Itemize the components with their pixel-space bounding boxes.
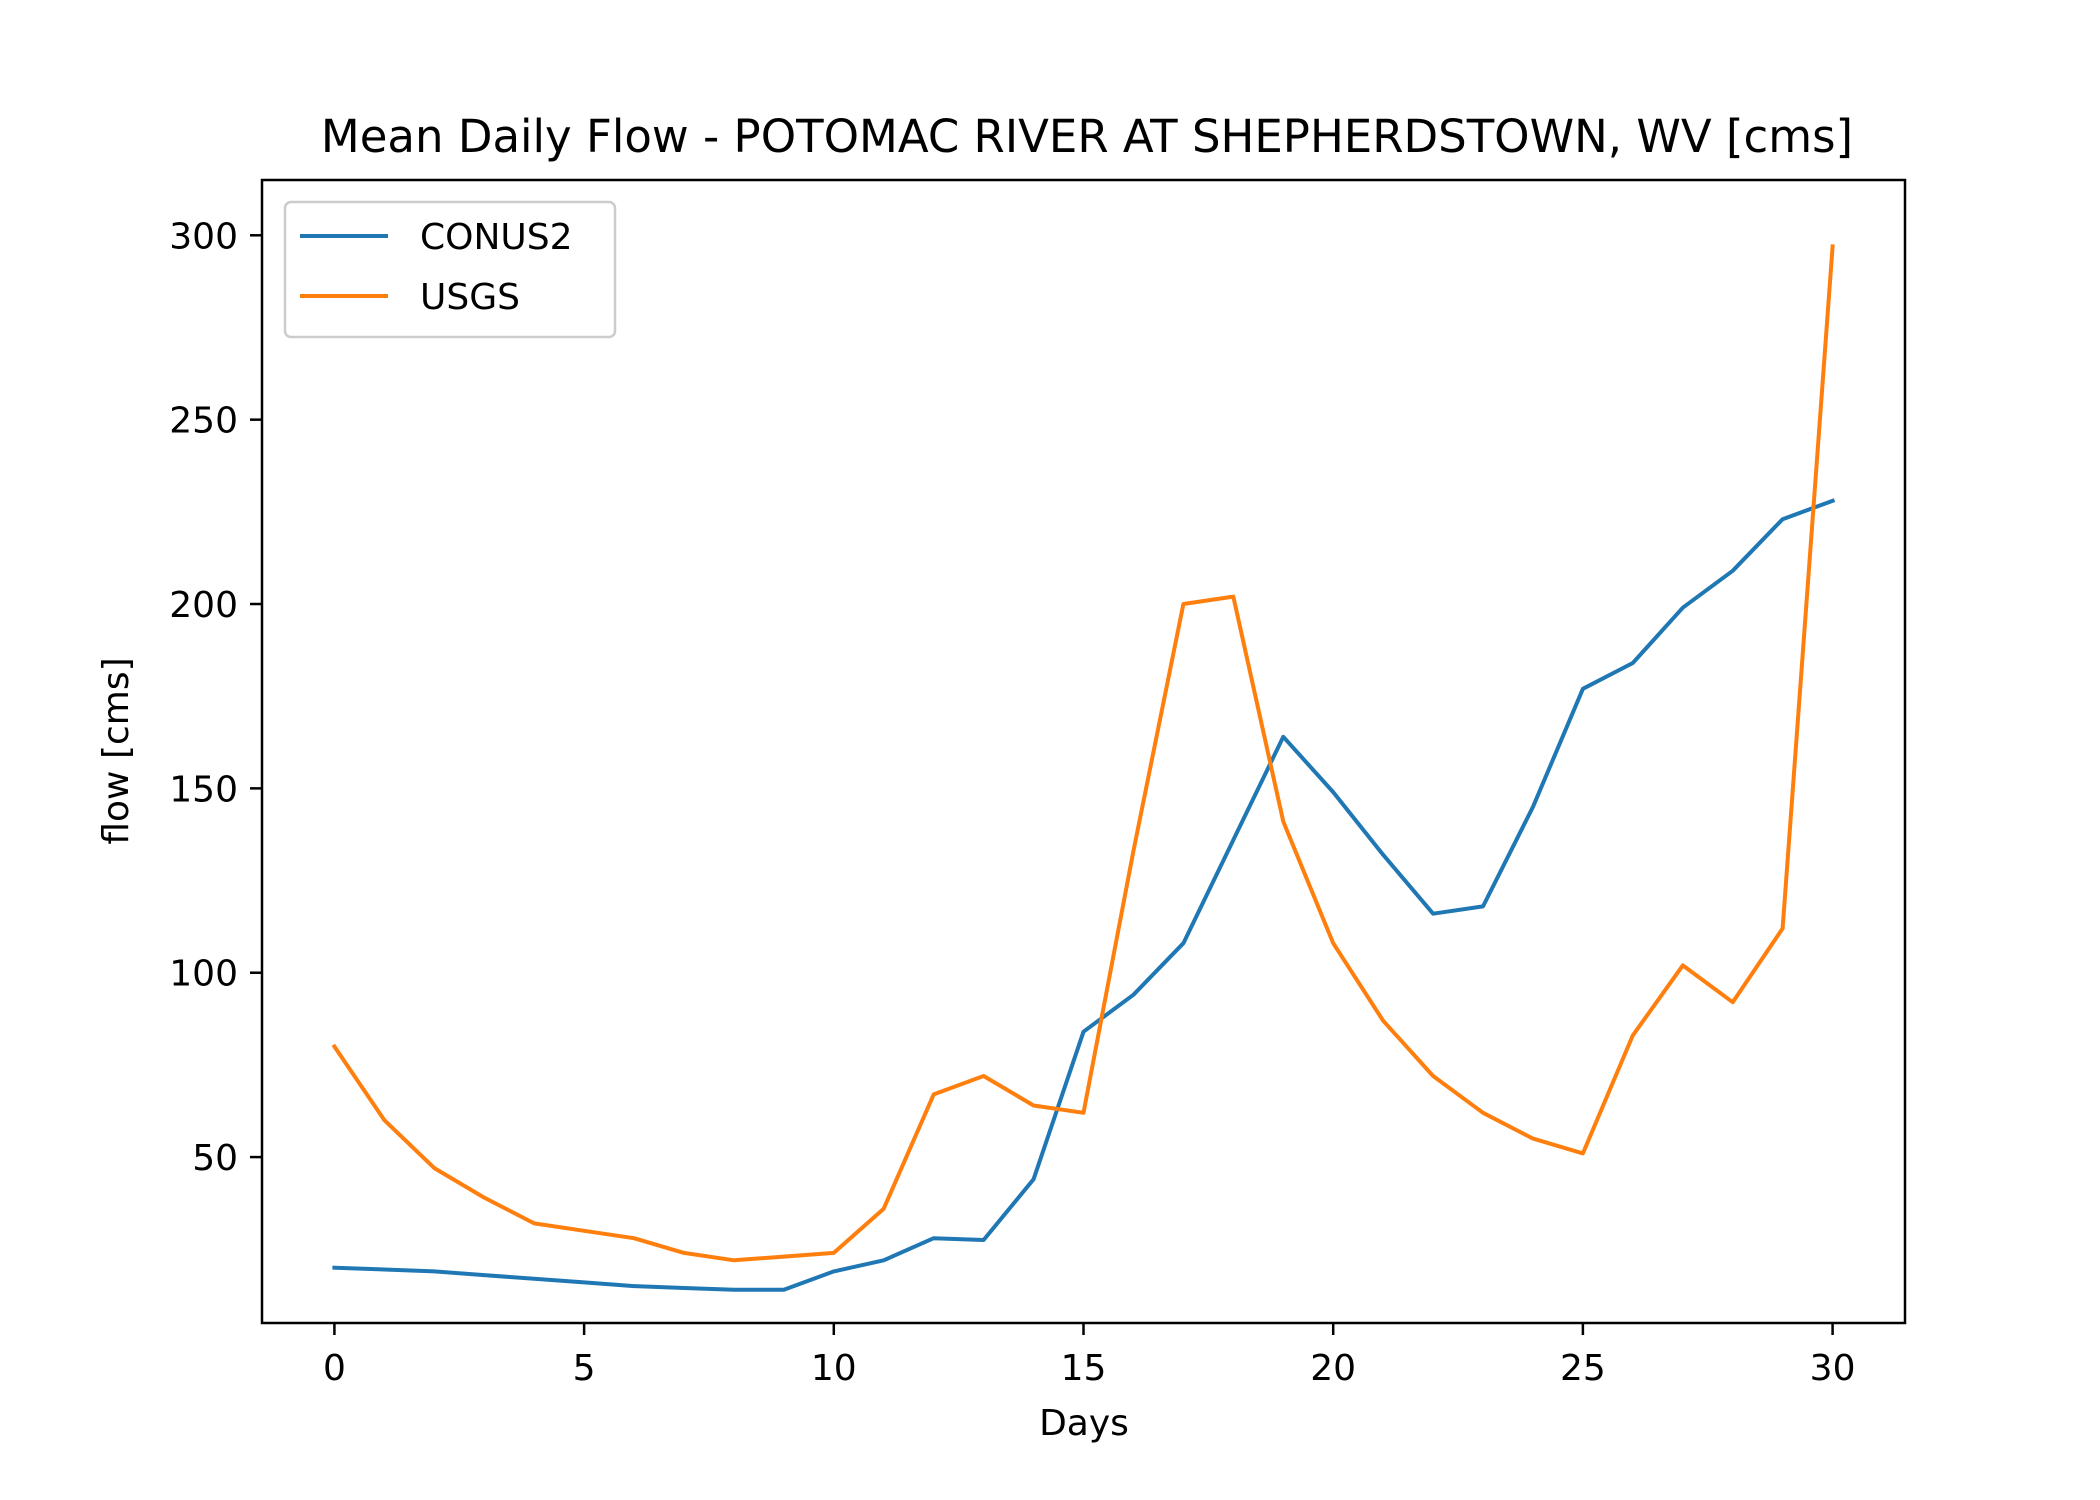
x-tick-label: 10 [811,1348,857,1389]
y-tick-label: 50 [192,1138,238,1179]
y-tick-label: 150 [169,769,238,810]
x-axis-label: Days [1039,1403,1129,1444]
y-tick-label: 100 [169,954,238,995]
x-axis: 0 5 10 15 20 25 30 [323,1323,1856,1389]
x-tick-label: 20 [1310,1348,1356,1389]
y-axis: 50 100 150 200 250 300 [169,216,262,1179]
series-line-conus2 [332,498,1836,1292]
x-tick-label: 5 [573,1348,596,1389]
series-line-usgs [331,244,1835,1263]
legend-label-usgs: USGS [420,277,520,318]
x-tick-label: 0 [323,1348,346,1389]
y-axis-label: flow [cms] [96,657,137,844]
x-tick-label: 30 [1810,1348,1856,1389]
y-tick-label: 250 [169,401,238,442]
series-layer [331,244,1836,1292]
x-tick-label: 15 [1061,1348,1107,1389]
x-tick-label: 25 [1560,1348,1606,1389]
legend: CONUS2 USGS [283,200,617,339]
chart-title: Mean Daily Flow - POTOMAC RIVER AT SHEPH… [321,110,1853,163]
y-tick-label: 200 [169,585,238,626]
y-tick-label: 300 [169,216,238,257]
legend-label-conus2: CONUS2 [420,217,573,258]
